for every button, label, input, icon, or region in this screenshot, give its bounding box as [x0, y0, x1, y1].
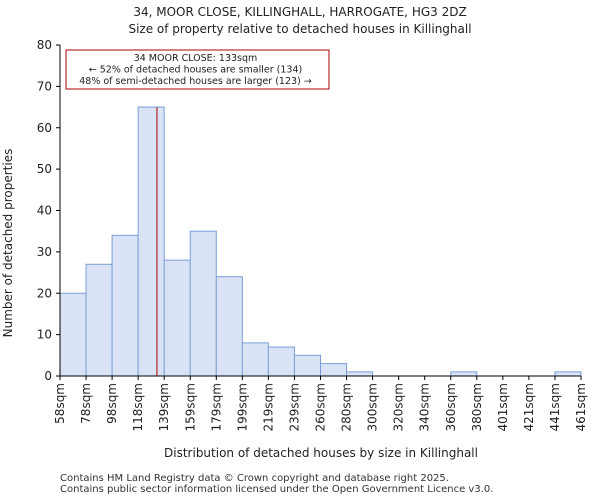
y-tick-label: 10 [37, 328, 52, 342]
x-tick-label: 401sqm [496, 383, 510, 431]
chart-subtitle: Size of property relative to detached ho… [128, 22, 472, 36]
histogram-bar [267, 346, 295, 377]
x-tick-label: 280sqm [340, 383, 354, 431]
x-tick-label: 300sqm [366, 383, 380, 431]
x-tick-label: 219sqm [261, 383, 275, 431]
x-tick-label: 78sqm [79, 383, 93, 424]
footer: Contains HM Land Registry data © Crown c… [60, 473, 493, 495]
histogram-bar [293, 354, 322, 377]
x-tick-label: 320sqm [392, 383, 406, 431]
y-tick-label: 0 [44, 369, 52, 383]
histogram-bar [59, 292, 87, 377]
x-axis-label: Distribution of detached houses by size … [164, 446, 478, 460]
x-tick-label: 239sqm [287, 383, 301, 431]
footer-line-1: Contains HM Land Registry data © Crown c… [60, 473, 449, 484]
x-tick-label: 421sqm [522, 383, 536, 431]
marker-annotation-box [65, 49, 330, 90]
histogram-bar [137, 106, 165, 377]
histogram-bar [450, 371, 478, 377]
bars-group [59, 106, 582, 377]
histogram-bar [241, 342, 269, 377]
chart-title: 34, MOOR CLOSE, KILLINGHALL, HARROGATE, … [133, 5, 467, 19]
y-tick-label: 40 [37, 204, 52, 218]
marker-annotation-line: 34 MOOR CLOSE: 133sqm [134, 53, 258, 64]
x-tick-label: 461sqm [574, 383, 588, 431]
x-tick-label: 199sqm [235, 383, 249, 431]
histogram-bar [163, 259, 191, 377]
histogram-bar [320, 363, 348, 377]
axes-group: 0 10 20 30 40 50 60 70 80 58sqm 78sqm 98sqm 118sqm 13… [37, 38, 588, 431]
x-tick-label: 360sqm [444, 383, 458, 431]
y-tick-label: 50 [37, 162, 52, 176]
marker-annotation-line: 48% of semi-detached houses are larger (… [79, 76, 312, 87]
x-tick-label: 118sqm [131, 383, 145, 431]
x-tick-label: 159sqm [183, 383, 197, 431]
histogram-bar [215, 276, 243, 377]
histogram-bar [189, 230, 217, 377]
x-tick-label: 139sqm [157, 383, 171, 431]
x-tick-label: 441sqm [548, 383, 562, 431]
y-tick-label: 80 [37, 38, 52, 52]
y-tick-label: 60 [37, 121, 52, 135]
x-tick-label: 340sqm [418, 383, 432, 431]
x-tick-label: 98sqm [105, 383, 119, 424]
x-tick-label: 58sqm [53, 383, 67, 424]
y-tick-label: 70 [37, 79, 52, 93]
x-tick-label: 380sqm [470, 383, 484, 431]
x-tick-label: 260sqm [314, 383, 328, 431]
marker-annotation-line: ← 52% of detached houses are smaller (13… [89, 65, 302, 76]
footer-line-2: Contains public sector information licen… [60, 484, 494, 495]
histogram-bar [111, 234, 139, 377]
histogram-bar [554, 371, 582, 377]
histogram-bar [346, 371, 374, 377]
chart-title-block: 34, MOOR CLOSE, KILLINGHALL, HARROGATE, … [0, 4, 600, 38]
marker-group: 34 MOOR CLOSE: 133sqm← 52% of detached h… [65, 49, 330, 376]
y-axis-label: Number of detached properties [1, 149, 15, 338]
x-tick-label: 179sqm [209, 383, 223, 431]
y-tick-label: 20 [37, 286, 52, 300]
y-tick-label: 30 [37, 245, 52, 259]
histogram-bar [85, 263, 113, 377]
